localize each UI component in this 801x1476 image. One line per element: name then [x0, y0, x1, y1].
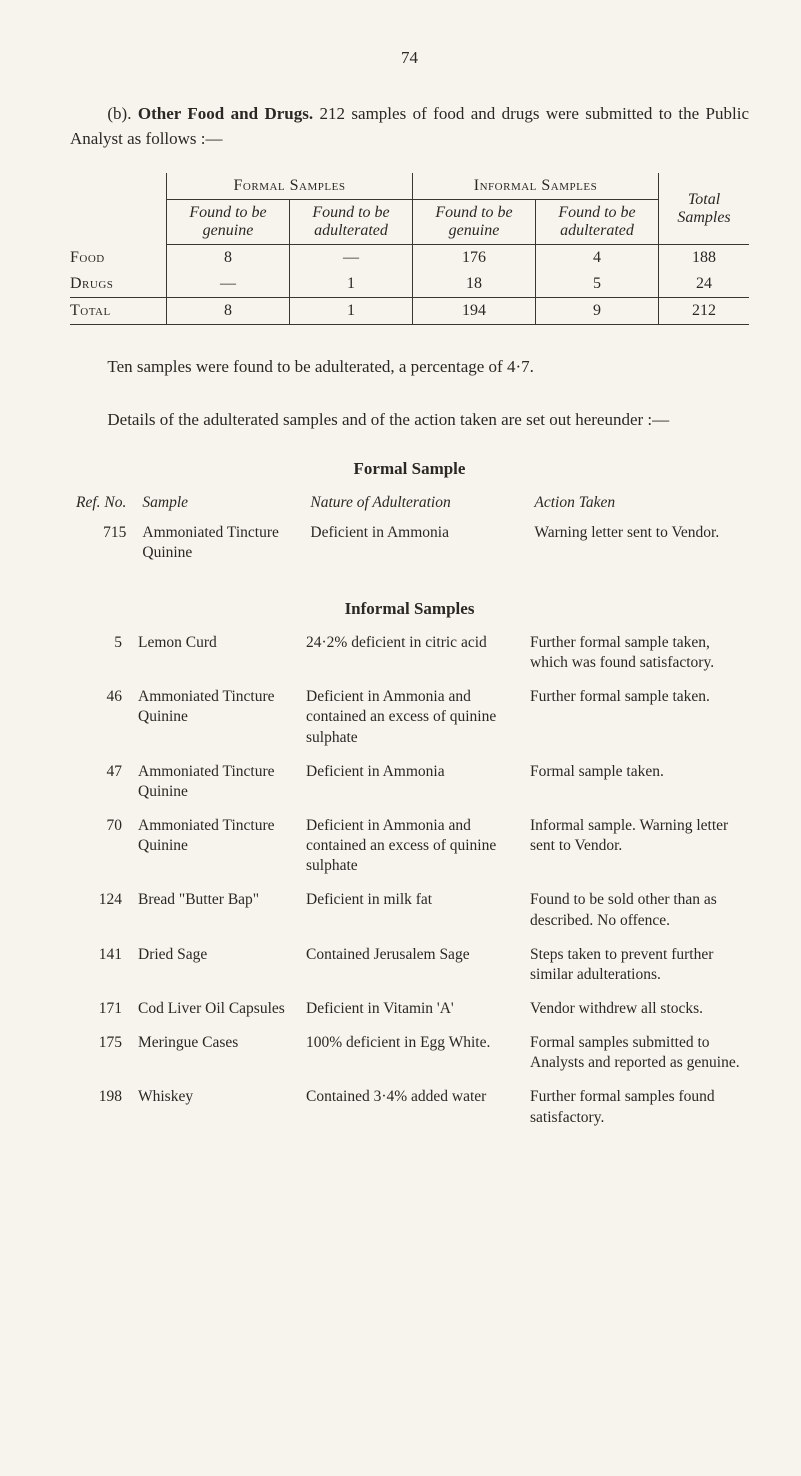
table-row: 47Ammoniated Tincture QuinineDeficient i… — [70, 758, 749, 812]
ref-no: 198 — [70, 1083, 132, 1137]
action-text: Further formal sample taken, which was f… — [524, 629, 749, 683]
table-row: 175Meringue Cases100% deficient in Egg W… — [70, 1029, 749, 1083]
table-cell: — — [290, 245, 413, 272]
listing-header-sample: Sample — [136, 489, 304, 519]
table-cell: 18 — [413, 271, 536, 298]
table-row: Ref. No. Sample Nature of Adulteration A… — [70, 489, 749, 519]
sample-name: Ammoniated Tincture Quinine — [136, 519, 304, 573]
action-text: Steps taken to prevent further similar a… — [524, 941, 749, 995]
formal-sample-heading: Formal Sample — [70, 459, 749, 479]
nature-text: 100% deficient in Egg White. — [300, 1029, 524, 1083]
ref-no: 70 — [70, 812, 132, 886]
listing-header-action: Action Taken — [528, 489, 749, 519]
nature-text: Contained 3·4% added water — [300, 1083, 524, 1137]
table-row: 141Dried SageContained Jerusalem SageSte… — [70, 941, 749, 995]
table-row: Formal Samples Informal Samples Total Sa… — [70, 173, 749, 200]
ref-no: 46 — [70, 683, 132, 757]
table-cell: 194 — [413, 298, 536, 325]
nature-text: Deficient in Ammonia and contained an ex… — [300, 683, 524, 757]
informal-samples-heading: Informal Samples — [70, 599, 749, 619]
ref-no: 5 — [70, 629, 132, 683]
sample-name: Whiskey — [132, 1083, 300, 1137]
sample-name: Ammoniated Tincture Quinine — [132, 758, 300, 812]
table-row: 70Ammoniated Tincture QuinineDeficient i… — [70, 812, 749, 886]
nature-text: Deficient in milk fat — [300, 886, 524, 940]
sample-name: Ammoniated Tincture Quinine — [132, 683, 300, 757]
action-text: Further formal sample taken. — [524, 683, 749, 757]
paragraph-details: Details of the adulterated samples and o… — [70, 408, 749, 433]
table-cell: 188 — [659, 245, 750, 272]
table-cell: 8 — [167, 245, 290, 272]
intro-paragraph: (b). Other Food and Drugs. 212 samples o… — [70, 102, 749, 151]
action-text: Found to be sold other than as described… — [524, 886, 749, 940]
nature-text: Deficient in Ammonia — [300, 758, 524, 812]
table-row: 198WhiskeyContained 3·4% added waterFurt… — [70, 1083, 749, 1137]
nature-text: Contained Jerusalem Sage — [300, 941, 524, 995]
sample-name: Meringue Cases — [132, 1029, 300, 1083]
table-row: Total 8 1 194 9 212 — [70, 298, 749, 325]
page-number: 74 — [70, 48, 749, 68]
nature-text: Deficient in Vitamin 'A' — [300, 995, 524, 1029]
ref-no: 171 — [70, 995, 132, 1029]
intro-bold-title: Other Food and Drugs. — [138, 104, 313, 123]
nature-text: Deficient in Ammonia and contained an ex… — [300, 812, 524, 886]
table-row: 46Ammoniated Tincture QuinineDeficient i… — [70, 683, 749, 757]
formal-group-header: Formal Samples — [167, 173, 413, 200]
informal-listing: 5Lemon Curd24·2% deficient in citric aci… — [70, 629, 749, 1138]
table-row: Found to be genuine Found to be adultera… — [70, 200, 749, 245]
sample-name: Ammoniated Tincture Quinine — [132, 812, 300, 886]
sub-header: Found to be genuine — [413, 200, 536, 245]
table-row: 124Bread "Butter Bap"Deficient in milk f… — [70, 886, 749, 940]
table-row: 171Cod Liver Oil CapsulesDeficient in Vi… — [70, 995, 749, 1029]
table-cell: 4 — [536, 245, 659, 272]
table-cell: 8 — [167, 298, 290, 325]
listing-header-ref: Ref. No. — [70, 489, 136, 519]
table-row: 5Lemon Curd24·2% deficient in citric aci… — [70, 629, 749, 683]
samples-table: Formal Samples Informal Samples Total Sa… — [70, 173, 749, 325]
nature-text: Deficient in Ammonia — [304, 519, 528, 573]
sub-header: Found to be adulterated — [290, 200, 413, 245]
ref-no: 715 — [70, 519, 136, 573]
sample-name: Bread "Butter Bap" — [132, 886, 300, 940]
table-row: Drugs — 1 18 5 24 — [70, 271, 749, 298]
sample-name: Dried Sage — [132, 941, 300, 995]
table-cell: 1 — [290, 271, 413, 298]
action-text: Informal sample. Warning letter sent to … — [524, 812, 749, 886]
table-row: Food 8 — 176 4 188 — [70, 245, 749, 272]
sub-header: Found to be genuine — [167, 200, 290, 245]
table-cell: 176 — [413, 245, 536, 272]
table-cell: 212 — [659, 298, 750, 325]
total-samples-header: Total Samples — [659, 173, 750, 245]
ref-no: 175 — [70, 1029, 132, 1083]
formal-listing: Ref. No. Sample Nature of Adulteration A… — [70, 489, 749, 573]
paragraph-adulterated-pct: Ten samples were found to be adulterated… — [70, 355, 749, 380]
action-text: Warning letter sent to Vendor. — [528, 519, 749, 573]
sample-name: Lemon Curd — [132, 629, 300, 683]
table-cell: 24 — [659, 271, 750, 298]
informal-group-header: Informal Samples — [413, 173, 659, 200]
action-text: Vendor withdrew all stocks. — [524, 995, 749, 1029]
nature-text: 24·2% deficient in citric acid — [300, 629, 524, 683]
listing-header-nature: Nature of Adulteration — [304, 489, 528, 519]
table-cell: — — [167, 271, 290, 298]
row-label: Total — [70, 298, 167, 325]
ref-no: 47 — [70, 758, 132, 812]
action-text: Further formal samples found satisfactor… — [524, 1083, 749, 1137]
table-cell: 9 — [536, 298, 659, 325]
ref-no: 124 — [70, 886, 132, 940]
sample-name: Cod Liver Oil Capsules — [132, 995, 300, 1029]
row-label: Drugs — [70, 271, 167, 298]
table-row: 715 Ammoniated Tincture Quinine Deficien… — [70, 519, 749, 573]
intro-prefix: (b). — [107, 104, 131, 123]
document-page: 74 (b). Other Food and Drugs. 212 sample… — [0, 0, 801, 1476]
row-label: Food — [70, 245, 167, 272]
action-text: Formal samples submitted to Analysts and… — [524, 1029, 749, 1083]
table-cell: 5 — [536, 271, 659, 298]
sub-header: Found to be adulterated — [536, 200, 659, 245]
ref-no: 141 — [70, 941, 132, 995]
table-cell: 1 — [290, 298, 413, 325]
action-text: Formal sample taken. — [524, 758, 749, 812]
